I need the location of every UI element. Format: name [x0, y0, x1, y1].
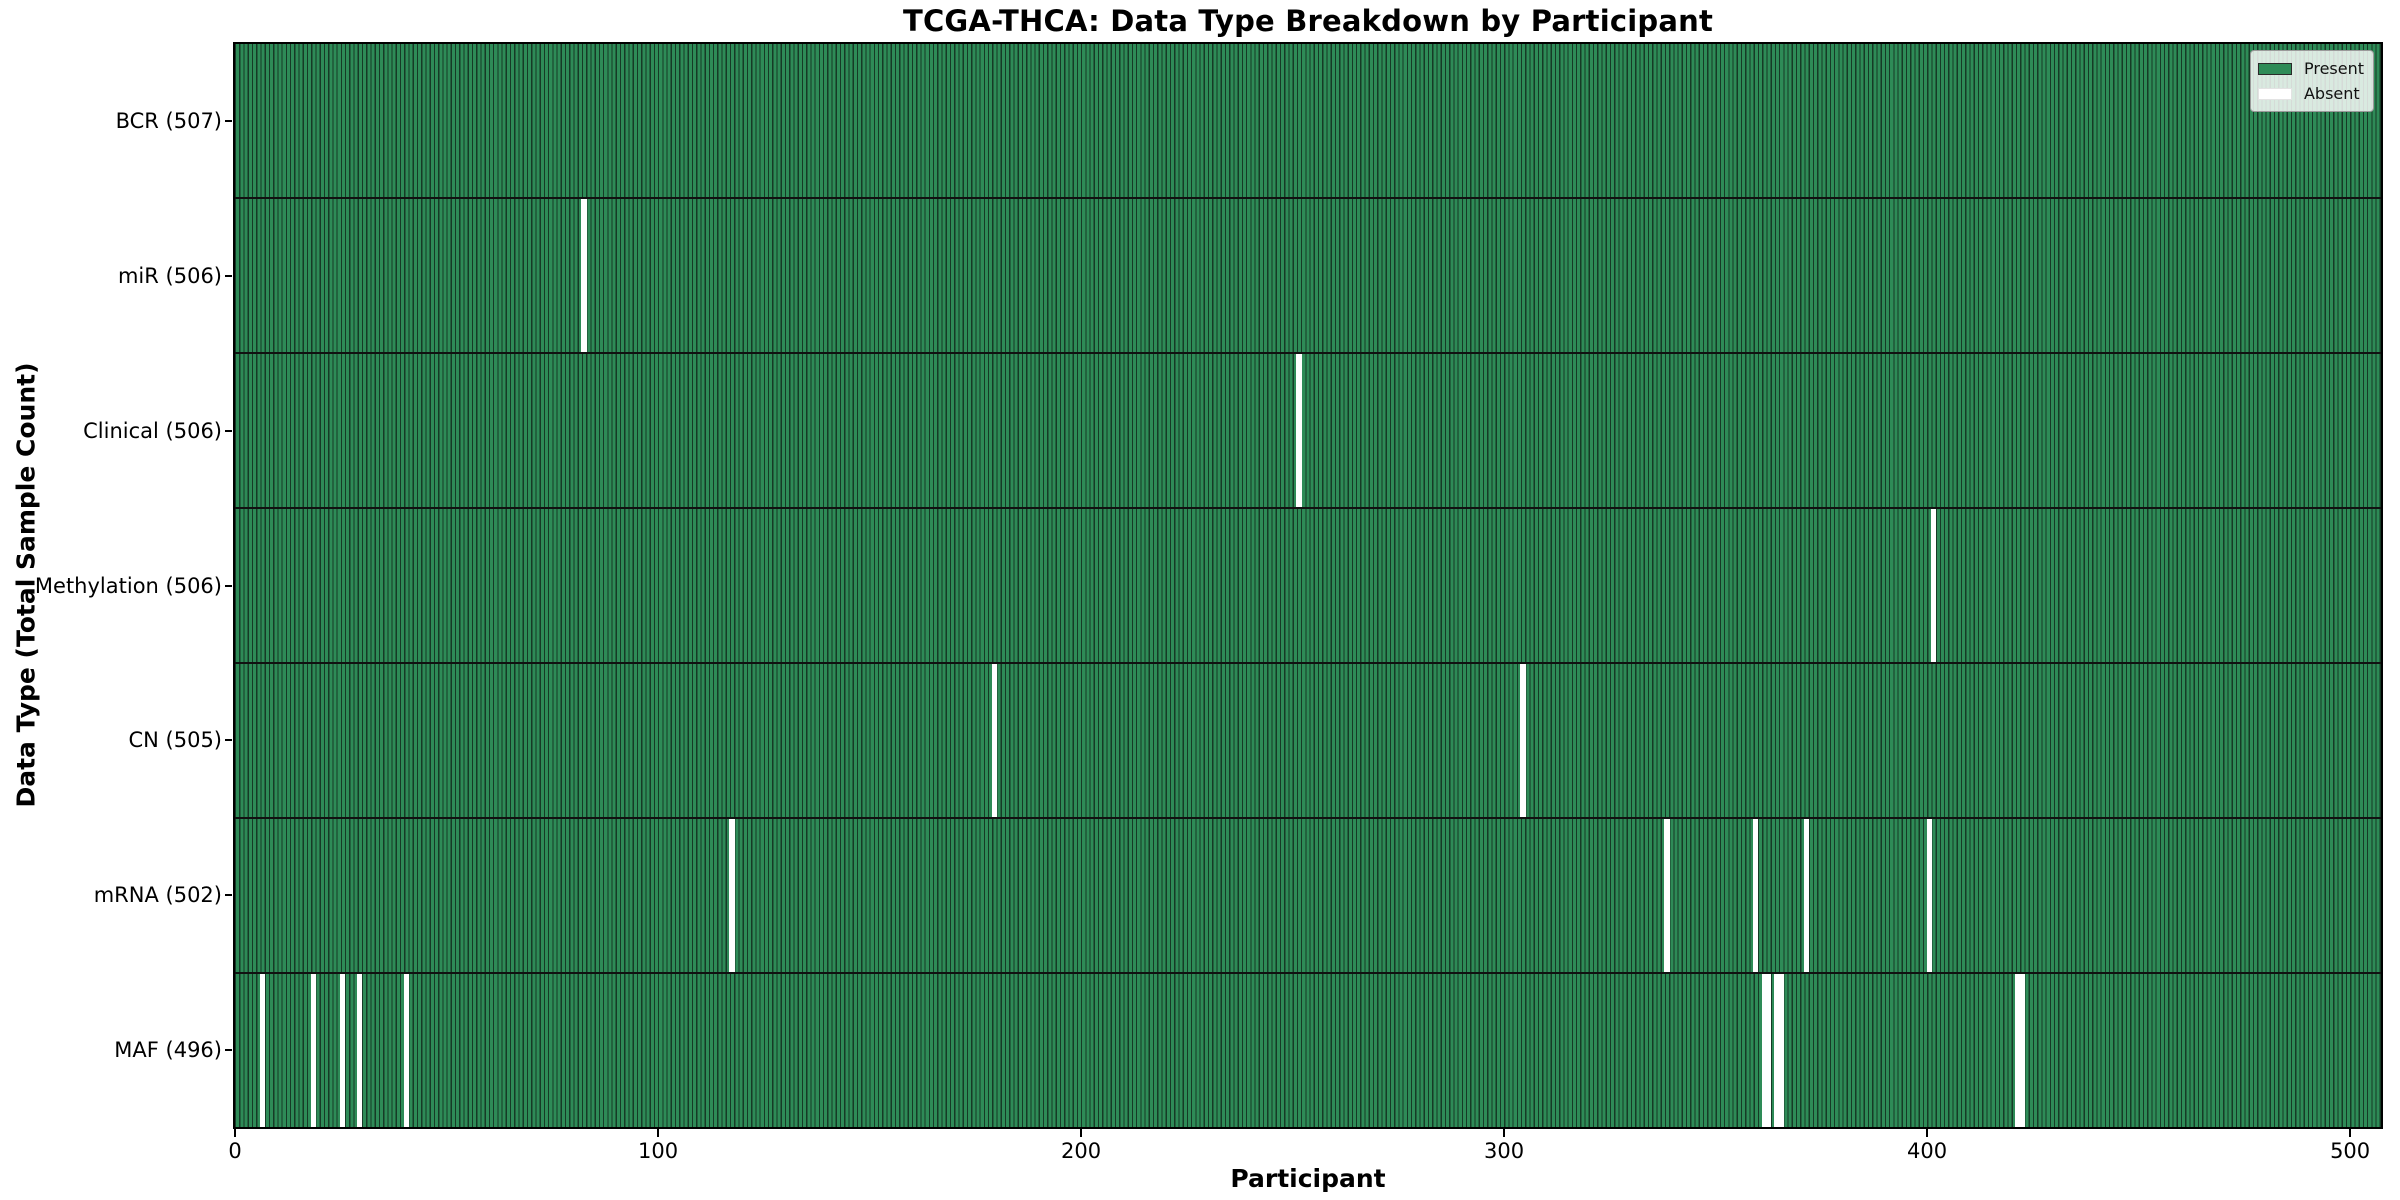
chart-title: TCGA-THCA: Data Type Breakdown by Partic…	[902, 4, 1714, 38]
x-tick-mark	[1503, 1129, 1506, 1137]
row-band-clinical	[235, 354, 2381, 509]
legend-label: Present	[2303, 59, 2364, 78]
absent-gap	[1753, 819, 1759, 972]
absent-gap	[1296, 354, 1302, 507]
absent-gap	[259, 974, 266, 1127]
absent-gap	[403, 974, 409, 1127]
absent-gap	[1930, 509, 1937, 662]
x-tick-label-300: 300	[1484, 1139, 1525, 1163]
x-axis-label: Participant	[1230, 1164, 1386, 1193]
absent-gap	[1761, 974, 1767, 1127]
row-band-mrna	[235, 819, 2381, 974]
absent-gap	[1778, 974, 1784, 1127]
row-band-bcr	[235, 44, 2381, 199]
y-tick-mark	[225, 739, 232, 742]
y-tick-mark	[225, 429, 232, 432]
x-tick-mark	[1080, 1129, 1083, 1137]
absent-gap	[1765, 974, 1772, 1127]
legend-swatch-present	[2257, 62, 2292, 75]
x-tick-label-500: 500	[2330, 1139, 2371, 1163]
y-tick-mark	[225, 275, 232, 278]
absent-gap	[729, 819, 735, 972]
y-tick-label-bcr: BCR (507)	[115, 109, 222, 134]
x-tick-label-0: 0	[228, 1139, 242, 1163]
row-band-mir	[235, 199, 2381, 354]
absent-gap	[357, 974, 363, 1127]
x-tick-mark	[234, 1129, 236, 1137]
legend-entry: Absent	[2257, 81, 2364, 106]
legend-entry: Present	[2257, 56, 2364, 81]
y-tick-mark	[225, 1048, 232, 1051]
legend-swatch-absent	[2257, 87, 2292, 100]
absent-gap	[310, 974, 316, 1127]
presence-matrix	[235, 44, 2381, 1127]
plot-area: Present Absent	[233, 42, 2383, 1129]
x-tick-label-400: 400	[1907, 1139, 1948, 1163]
absent-gap	[2015, 974, 2021, 1127]
legend-label: Absent	[2303, 84, 2360, 103]
absent-gap	[1520, 664, 1526, 817]
y-tick-mark	[225, 120, 232, 123]
x-tick-label-100: 100	[637, 1139, 679, 1163]
absent-gap	[991, 664, 997, 817]
x-tick-label-200: 200	[1061, 1139, 1102, 1163]
y-tick-label-clinical: Clinical (506)	[83, 418, 222, 443]
y-tick-label-mrna: mRNA (502)	[93, 882, 222, 907]
y-tick-label-methylation: Methylation (506)	[34, 573, 222, 598]
absent-gap	[581, 199, 587, 352]
absent-gap	[1774, 974, 1780, 1127]
absent-gap	[2019, 974, 2025, 1127]
row-band-maf	[235, 974, 2381, 1127]
row-band-cn	[235, 664, 2381, 819]
row-band-methylation	[235, 509, 2381, 664]
y-tick-mark	[225, 584, 232, 587]
absent-gap	[1803, 819, 1810, 972]
absent-gap	[1926, 819, 1932, 972]
y-tick-label-maf: MAF (496)	[114, 1037, 222, 1062]
y-tick-label-cn: CN (505)	[128, 728, 222, 753]
absent-gap	[340, 974, 346, 1127]
y-tick-label-mir: miR (506)	[117, 264, 222, 289]
legend: Present Absent	[2249, 50, 2374, 112]
y-tick-mark	[225, 893, 232, 896]
x-tick-mark	[2349, 1129, 2352, 1137]
absent-gap	[1664, 819, 1670, 972]
x-tick-mark	[1926, 1129, 1929, 1137]
x-tick-mark	[657, 1129, 660, 1137]
